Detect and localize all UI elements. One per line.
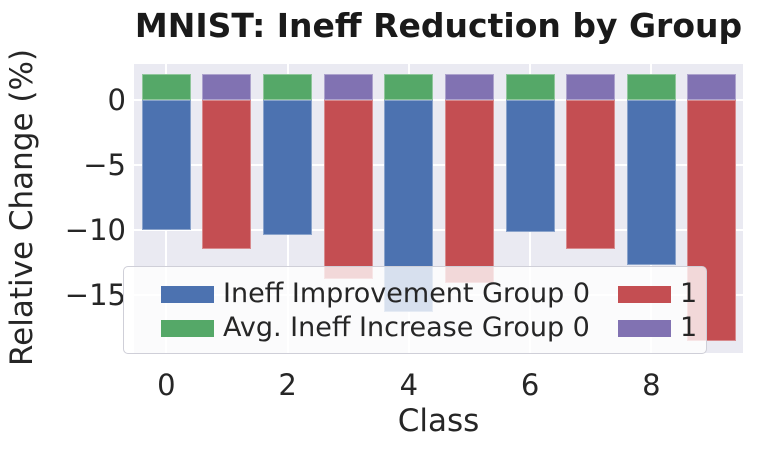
- legend-item-3: 1: [618, 313, 697, 343]
- y-tick-label--15: −15: [64, 277, 126, 312]
- bar-ineff-improvement-class-1-group-1: [202, 100, 252, 250]
- gridline-y-0: [134, 99, 743, 102]
- x-tick-label-2: 2: [278, 368, 297, 402]
- x-tick-label-8: 8: [642, 368, 661, 402]
- legend-label: 1: [680, 278, 698, 309]
- bar-ineff-improvement-class-3-group-1: [323, 100, 373, 280]
- gridline-y--5: [134, 164, 743, 167]
- x-axis-label: Class: [397, 403, 480, 439]
- bar-ineff-improvement-class-0-group-0: [141, 100, 191, 230]
- bar-ineff-improvement-class-2-group-0: [263, 100, 313, 236]
- bar-avg-ineff-increase-class-0-group-0: [141, 74, 191, 101]
- legend-label: Avg. Ineff Increase Group 0: [223, 312, 590, 343]
- bar-ineff-improvement-class-8-group-0: [626, 100, 676, 265]
- bar-avg-ineff-increase-class-2-group-0: [263, 74, 313, 101]
- legend-item-2: Avg. Ineff Increase Group 0: [161, 313, 590, 343]
- bar-avg-ineff-increase-class-9-group-1: [687, 74, 737, 101]
- bar-avg-ineff-increase-class-1-group-1: [202, 74, 252, 101]
- bar-avg-ineff-increase-class-7-group-1: [566, 74, 616, 101]
- legend-label: Ineff Improvement Group 0: [223, 278, 591, 309]
- legend-label: 1: [680, 312, 698, 343]
- bar-ineff-improvement-class-6-group-0: [505, 100, 555, 233]
- y-tick-label--5: −5: [83, 148, 126, 183]
- bar-avg-ineff-increase-class-3-group-1: [323, 74, 373, 101]
- legend-item-0: Ineff Improvement Group 0: [161, 279, 590, 309]
- gridline-y--10: [134, 228, 743, 231]
- chart-title: MNIST: Ineff Reduction by Group: [134, 6, 743, 45]
- x-tick-label-4: 4: [399, 368, 419, 402]
- bar-avg-ineff-increase-class-6-group-0: [505, 74, 555, 101]
- legend-patch-icon: [161, 285, 214, 303]
- bar-avg-ineff-increase-class-8-group-0: [626, 74, 676, 101]
- legend-patch-icon: [161, 319, 214, 337]
- legend-patch-icon: [618, 285, 671, 303]
- y-tick-label-0: 0: [107, 83, 126, 118]
- bar-avg-ineff-increase-class-4-group-0: [384, 74, 434, 101]
- legend-patch-icon: [618, 319, 671, 337]
- y-tick-label--10: −10: [64, 212, 126, 247]
- bar-ineff-improvement-class-7-group-1: [566, 100, 616, 250]
- legend-item-1: 1: [618, 279, 697, 309]
- legend: Ineff Improvement Group 0 1 Avg. Ineff Inc…: [123, 266, 707, 354]
- bar-avg-ineff-increase-class-5-group-1: [444, 74, 494, 101]
- x-tick-label-0: 0: [157, 368, 176, 402]
- x-tick-label-6: 6: [520, 368, 540, 402]
- bar-ineff-improvement-class-5-group-1: [444, 100, 494, 283]
